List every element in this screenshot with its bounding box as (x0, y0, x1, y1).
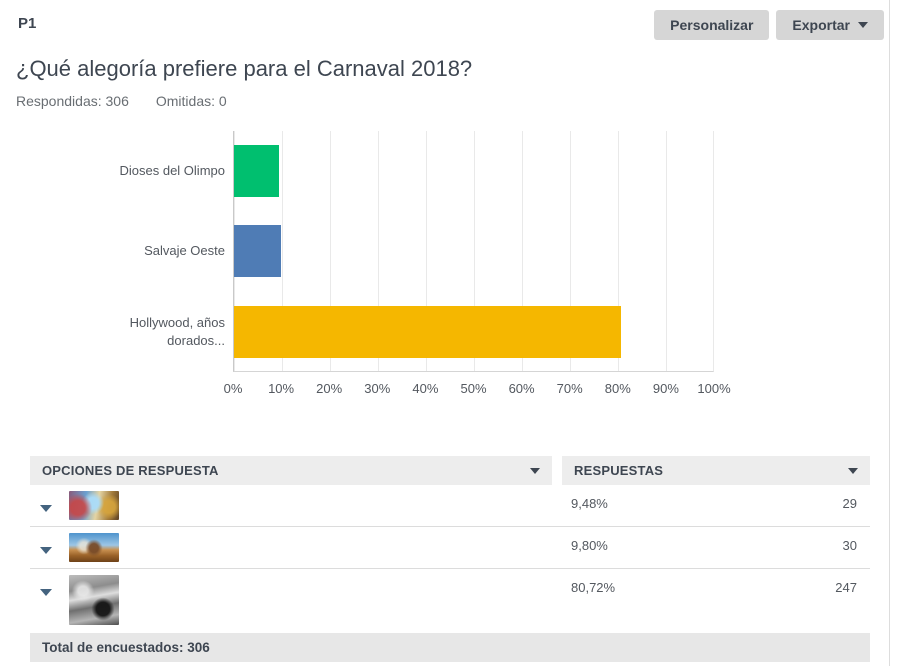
expand-row-icon[interactable] (40, 505, 52, 512)
x-axis-tick: 70% (556, 381, 583, 396)
bar-hollywood (234, 305, 621, 358)
table-row: 80,72% 247 (30, 569, 870, 631)
response-percent: 80,72% (571, 580, 616, 595)
response-count: 247 (835, 580, 857, 595)
column-header-options[interactable]: OPCIONES DE RESPUESTA (30, 456, 552, 485)
question-title: ¿Qué alegoría prefiere para el Carnaval … (16, 56, 473, 81)
horizontal-bar-chart: Dioses del Olimpo Salvaje Oeste Hollywoo… (18, 131, 904, 398)
column-header-responses[interactable]: RESPUESTAS (562, 456, 870, 485)
expand-row-icon[interactable] (40, 547, 52, 554)
x-axis-tick: 90% (652, 381, 679, 396)
x-axis-tick: 10% (268, 381, 295, 396)
answered-count: Respondidas: 306 (16, 93, 129, 109)
chart-plot-area (233, 131, 714, 372)
customize-button-label: Personalizar (670, 17, 754, 33)
top-bar: P1 Personalizar Exportar (0, 0, 904, 40)
export-button[interactable]: Exportar (776, 10, 884, 40)
expand-row-icon[interactable] (40, 589, 52, 596)
category-label-hollywood: Hollywood, años dorados... (129, 314, 225, 348)
x-axis-tick: 40% (412, 381, 439, 396)
table-row: 9,80% 30 (30, 527, 870, 569)
response-count: 30 (842, 538, 857, 553)
response-percent: 9,48% (571, 496, 608, 511)
question-number: P1 (18, 15, 37, 32)
x-axis-tick: 30% (364, 381, 391, 396)
panel-edge-divider (889, 0, 890, 666)
bar-dioses-del-olimpo (234, 145, 280, 198)
hollywood-anos-dorados-thumbnail (69, 575, 119, 625)
sort-caret-icon[interactable] (530, 467, 540, 474)
results-table: OPCIONES DE RESPUESTA RESPUESTAS 9,48% 2… (30, 456, 870, 662)
action-buttons: Personalizar Exportar (654, 10, 884, 40)
export-button-label: Exportar (792, 17, 850, 33)
response-meta: Respondidas: 306 Omitidas: 0 (16, 93, 904, 109)
total-respondents-footer: Total de encuestados: 306 (30, 633, 870, 662)
response-percent: 9,80% (571, 538, 608, 553)
x-axis-tick: 20% (316, 381, 343, 396)
x-axis-tick: 100% (697, 381, 731, 396)
x-axis-tick: 0% (223, 381, 243, 396)
table-row: 9,48% 29 (30, 485, 870, 527)
x-axis: 0% 10% 20% 30% 40% 50% 60% 70% 80% 90% 1… (224, 381, 731, 398)
dioses-del-olimpo-thumbnail (69, 491, 119, 520)
response-count: 29 (842, 496, 857, 511)
sort-caret-icon[interactable] (848, 467, 858, 474)
chart-category-labels: Dioses del Olimpo Salvaje Oeste Hollywoo… (18, 131, 226, 372)
category-label-salvaje-oeste: Salvaje Oeste (144, 243, 225, 259)
x-axis-tick: 80% (604, 381, 631, 396)
x-axis-tick: 50% (460, 381, 487, 396)
export-dropdown-caret-icon (858, 22, 868, 28)
category-label-dioses-del-olimpo: Dioses del Olimpo (119, 163, 226, 179)
bar-salvaje-oeste (234, 225, 281, 278)
table-header: OPCIONES DE RESPUESTA RESPUESTAS (30, 456, 870, 485)
customize-button[interactable]: Personalizar (654, 10, 770, 40)
x-axis-tick: 60% (508, 381, 535, 396)
salvaje-oeste-thumbnail (69, 533, 119, 562)
skipped-count: Omitidas: 0 (155, 93, 227, 109)
